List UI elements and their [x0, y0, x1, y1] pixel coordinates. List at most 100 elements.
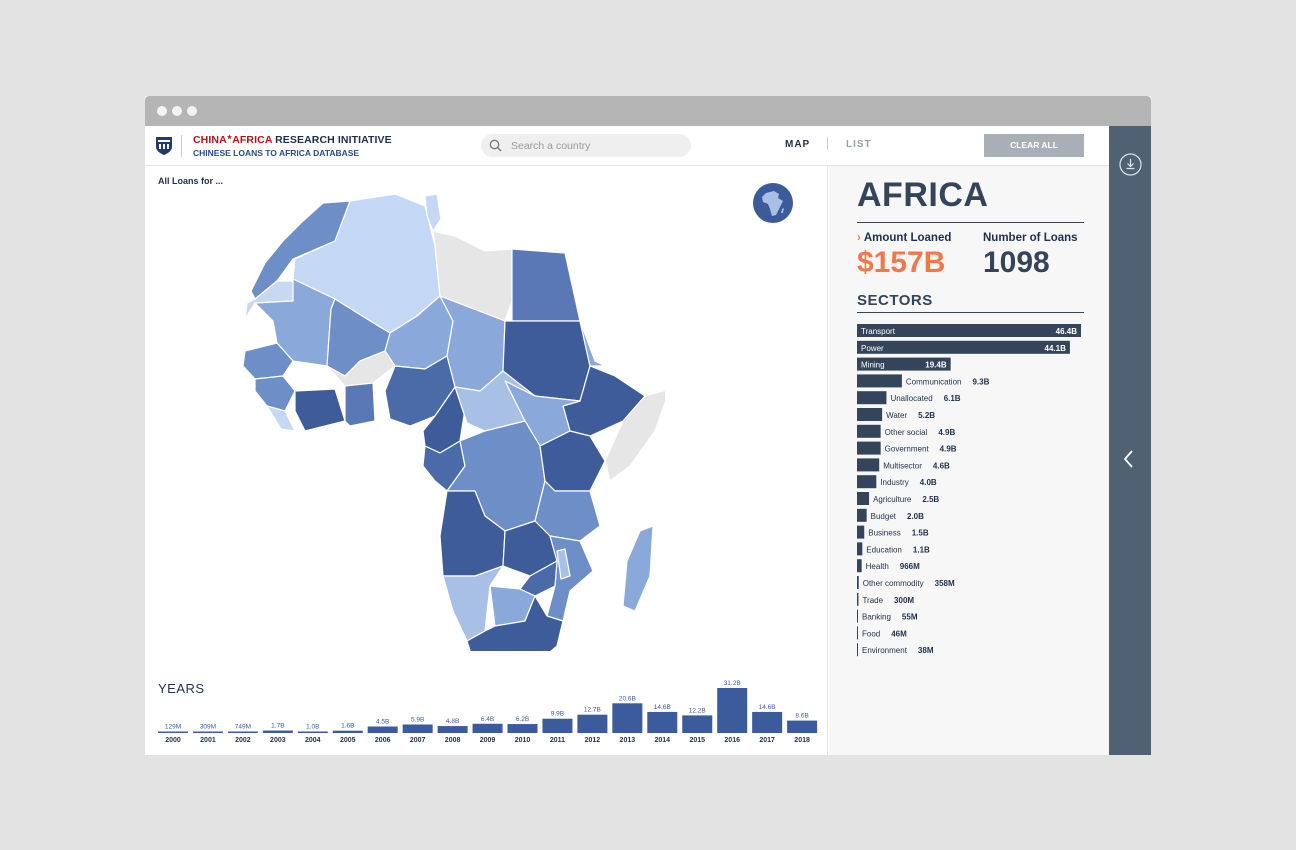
sector-bar: [857, 374, 902, 388]
sector-bar: [857, 559, 862, 573]
map-heading: All Loans for ...: [158, 176, 224, 186]
years-title: YEARS: [158, 681, 205, 696]
country-tunisia[interactable]: [424, 193, 442, 232]
year-bar: [402, 724, 433, 733]
year-tick-label: 2014: [655, 737, 671, 744]
sector-bar: [857, 458, 880, 472]
country-search[interactable]: [481, 134, 691, 157]
year-bar-value: 14.6B: [759, 704, 776, 711]
country-madagascar[interactable]: [622, 525, 654, 612]
sector-bar: [857, 424, 881, 438]
sector-value: 358M: [935, 579, 955, 588]
region-rule: [857, 222, 1084, 223]
logo-divider: [181, 135, 182, 157]
year-tick-label: 2015: [689, 737, 705, 744]
sector-label: Agriculture: [873, 495, 912, 504]
year-tick-label: 2012: [585, 737, 601, 744]
sector-value: 38M: [918, 646, 934, 655]
country-ghana[interactable]: [344, 382, 376, 427]
sector-label: Power: [861, 344, 884, 353]
sector-bar: [857, 542, 863, 556]
window-dot-icon[interactable]: [157, 106, 167, 116]
year-bar-value: 20.6B: [619, 695, 636, 702]
year-tick-label: 2018: [794, 737, 810, 744]
sector-label: Mining: [861, 361, 885, 370]
country-egypt[interactable]: [511, 248, 581, 322]
sectors-title: SECTORS: [857, 292, 933, 309]
year-bar: [472, 723, 503, 733]
sector-bar: [857, 525, 865, 539]
year-bar: [717, 688, 748, 733]
year-bar: [542, 718, 573, 733]
window-dot-icon[interactable]: [172, 106, 182, 116]
amount-loaned-label[interactable]: › Amount Loaned: [857, 232, 951, 244]
year-bar-value: 9.9B: [551, 711, 564, 718]
year-bar-value: 8.6B: [795, 713, 808, 720]
search-icon: [489, 139, 502, 152]
country-ivory-coast[interactable]: [294, 388, 346, 432]
window-dot-icon[interactable]: [187, 106, 197, 116]
year-bar-value: 1.6B: [341, 723, 354, 730]
country-malawi[interactable]: [556, 548, 571, 580]
year-bar: [752, 711, 783, 733]
brand-title[interactable]: CHINA★AFRICA RESEARCH INITIATIVE: [193, 134, 392, 146]
country-namibia[interactable]: [442, 565, 504, 642]
clear-all-button[interactable]: CLEAR ALL: [984, 134, 1084, 157]
sector-label: Health: [866, 562, 889, 571]
sector-label: Government: [885, 445, 930, 454]
year-tick-label: 2004: [305, 737, 321, 744]
sector-label: Communication: [906, 377, 962, 386]
map-panel: All Loans for ...: [145, 166, 828, 755]
chevron-left-icon[interactable]: [1121, 449, 1137, 469]
sector-bar: [857, 391, 887, 405]
sector-label: Other social: [885, 428, 928, 437]
globe-icon[interactable]: [752, 182, 794, 224]
year-tick-label: 2017: [759, 737, 775, 744]
year-tick-label: 2003: [270, 737, 286, 744]
country-south-africa[interactable]: [466, 595, 564, 651]
sector-value: 55M: [902, 613, 918, 622]
year-bar: [507, 724, 538, 733]
sector-value: 1.1B: [913, 545, 930, 554]
sector-value: 9.3B: [972, 377, 989, 386]
brand-china: CHINA: [193, 134, 227, 146]
year-tick-label: 2010: [515, 737, 531, 744]
sector-value: 1.5B: [912, 529, 929, 538]
year-tick-label: 2001: [200, 737, 216, 744]
year-bar-value: 5.9B: [411, 716, 424, 723]
tab-list[interactable]: LIST: [846, 139, 872, 150]
year-tick-label: 2005: [340, 737, 356, 744]
year-bar-value: 6.2B: [516, 716, 529, 723]
country-somalia[interactable]: [604, 389, 665, 482]
year-tick-label: 2008: [445, 737, 461, 744]
sector-value: 4.9B: [938, 428, 955, 437]
side-rail: [1109, 126, 1151, 755]
tab-map[interactable]: MAP: [785, 139, 811, 150]
africa-map: [242, 193, 665, 651]
year-bar: [158, 731, 188, 733]
country-guinea[interactable]: [254, 375, 296, 412]
sector-value: 44.1B: [1045, 344, 1067, 353]
year-bar: [297, 731, 328, 733]
year-bar: [262, 730, 293, 733]
university-seal-icon[interactable]: [155, 136, 173, 156]
sector-value: 19.4B: [925, 361, 947, 370]
country-eritrea-region[interactable]: [579, 320, 606, 367]
year-bar: [682, 715, 713, 733]
sector-value: 4.9B: [940, 445, 957, 454]
brand-star-icon: ★: [226, 135, 233, 141]
chevron-right-icon: ›: [857, 232, 861, 244]
year-bar-value: 1.0B: [306, 724, 319, 731]
year-bar: [577, 714, 608, 733]
year-bar-value: 31.2B: [724, 680, 741, 687]
country-zimbabwe[interactable]: [519, 560, 558, 597]
download-icon[interactable]: [1119, 153, 1142, 176]
sector-label: Trade: [862, 596, 883, 605]
country-sierra-leone[interactable]: [266, 405, 296, 432]
year-tick-label: 2011: [550, 737, 565, 744]
number-of-loans-label[interactable]: Number of Loans: [983, 232, 1078, 244]
search-input[interactable]: [511, 137, 681, 154]
year-bar: [367, 726, 398, 733]
year-tick-label: 2006: [375, 737, 391, 744]
sector-label: Food: [862, 629, 880, 638]
